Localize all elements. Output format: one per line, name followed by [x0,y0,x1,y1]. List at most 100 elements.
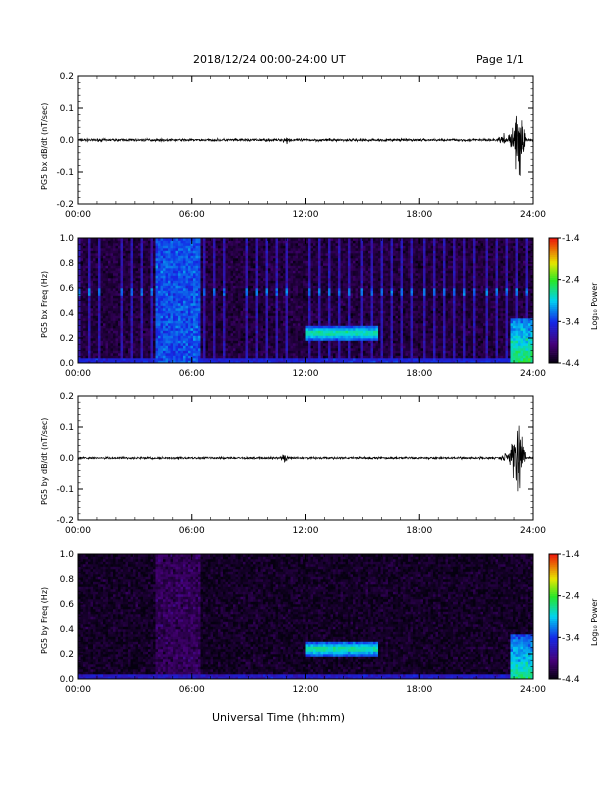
heatmap-cell [195,278,199,281]
heatmap-cell [238,268,241,271]
heatmap-cell [263,278,266,281]
heatmap-cell [245,338,249,341]
heatmap-cell [270,273,274,276]
heatmap-cell [163,343,166,346]
heatmap-cell [260,360,264,364]
heatmap-cell [170,348,174,351]
heatmap-cell [250,350,254,354]
heatmap-cell [105,328,109,331]
heatmap-cell [140,238,144,241]
heatmap-cell [85,360,89,364]
heatmap-cell [273,285,276,289]
heatmap-cell [138,240,141,244]
heatmap-cell [250,333,254,336]
heatmap-cell [258,343,261,346]
heatmap-cell [193,343,196,346]
heatmap-cell [148,255,151,259]
heatmap-cell [138,358,141,361]
heatmap-cell [173,355,176,359]
heatmap-cell [103,263,106,266]
heatmap-cell [208,305,211,309]
heatmap-cell [178,350,181,354]
heatmap-cell [125,343,129,346]
heatmap-cell [298,295,301,299]
heatmap-cell [100,315,104,319]
heatmap-cell [260,238,264,241]
heatmap-cell [178,358,181,361]
heatmap-cell [223,298,226,301]
heatmap-cell [268,255,271,259]
heatmap-cell [198,243,201,246]
y-tick-label: -0.1 [56,168,74,178]
heatmap-cell [203,313,206,316]
heatmap-cell [280,325,284,329]
heatmap-cell [80,255,84,259]
heatmap-cell [270,303,274,306]
heatmap-cell [300,250,304,254]
heatmap-cell [108,340,111,344]
heatmap-cell [303,320,306,324]
heatmap-cell [155,255,159,259]
heatmap-cell [213,253,216,256]
heatmap-cell [165,333,169,336]
heatmap-cell [265,290,269,294]
heatmap-cell [93,318,96,321]
heatmap-cell [120,340,124,344]
heatmap-cell [80,283,84,286]
heatmap-cell [83,298,86,301]
heatmap-cell [85,328,89,331]
heatmap-cell [125,293,129,296]
heatmap-cell [135,308,139,311]
heatmap-cell [193,330,196,334]
heatmap-cell [128,248,131,251]
heatmap-cell [155,328,159,331]
heatmap-cell [265,300,269,304]
heatmap-cell [208,358,211,361]
heatmap-cell [195,313,199,316]
heatmap-cell [193,340,196,344]
heatmap-cell [228,270,231,274]
heatmap-cell [133,303,136,306]
heatmap-cell [88,320,91,324]
heatmap-cell [168,268,171,271]
heatmap-cell [290,320,294,324]
heatmap-cell [133,350,136,354]
heatmap-cell [243,330,246,334]
heatmap-cell [215,355,219,359]
heatmap-cell [148,273,151,276]
heatmap-cell [270,330,274,334]
heatmap-cell [213,310,216,314]
heatmap-cell [233,360,236,364]
heatmap-cell [125,303,129,306]
heatmap-cell [138,328,141,331]
heatmap-cell [155,278,159,281]
heatmap-cell [213,358,216,361]
heatmap-cell [303,295,306,299]
heatmap-cell [233,345,236,349]
heatmap-cell [295,348,299,351]
heatmap-cell [225,238,229,241]
heatmap-cell [135,288,139,291]
heatmap-cell [293,250,296,254]
heatmap-cell [310,240,314,244]
heatmap-cell [293,328,296,331]
heatmap-cell [175,358,179,361]
heatmap-cell [238,348,241,351]
heatmap-cell [108,248,111,251]
heatmap-cell [235,350,239,354]
heatmap-cell [125,278,129,281]
y-tick-label: 0.1 [60,104,74,114]
heatmap-cell [288,285,291,289]
heatmap-cell [95,290,99,294]
heatmap-cell [245,263,249,266]
heatmap-cell [128,325,131,329]
heatmap-cell [273,353,276,356]
heatmap-cell [150,238,154,241]
heatmap-cell [165,290,169,294]
heatmap-cell [133,298,136,301]
heatmap-cell [283,358,286,361]
heatmap-cell [278,293,281,296]
heatmap-cell [258,300,261,304]
heatmap-cell [85,268,89,271]
heatmap-cell [115,285,119,289]
